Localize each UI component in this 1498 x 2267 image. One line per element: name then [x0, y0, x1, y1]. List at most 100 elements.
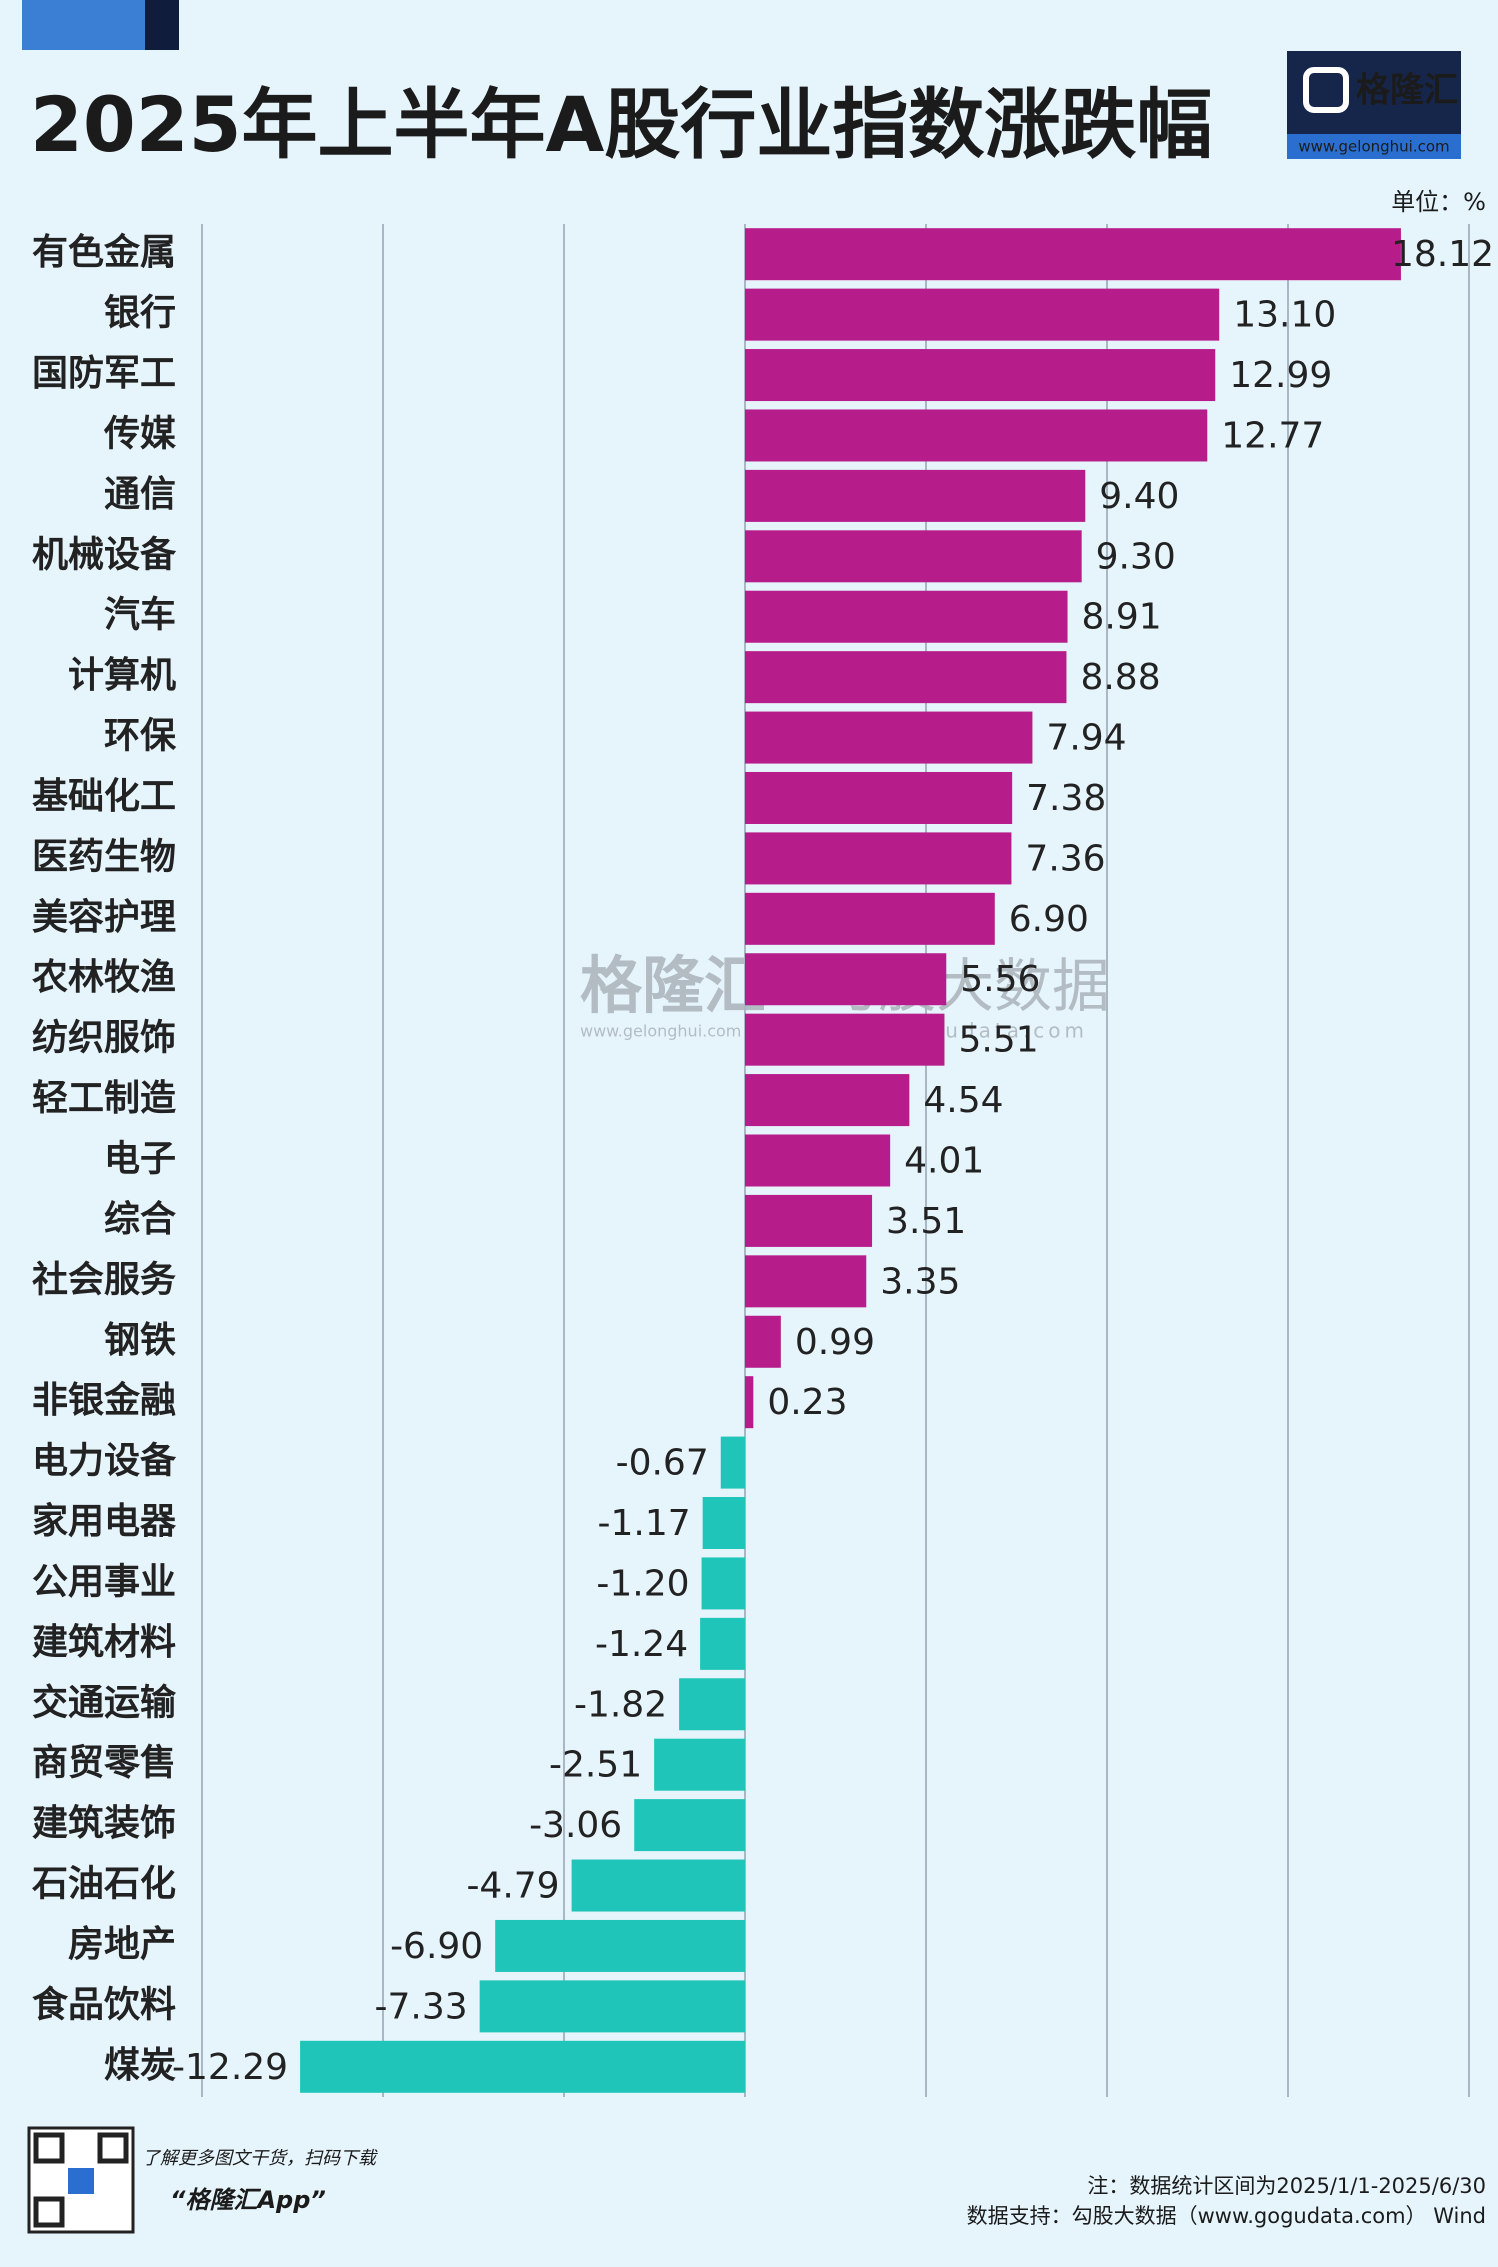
bar: [745, 530, 1082, 583]
bar: [745, 1376, 754, 1429]
bar: [745, 288, 1220, 341]
y-tick-label: 农林牧渔: [32, 957, 176, 998]
bar: [745, 651, 1067, 704]
value-label: 8.91: [1082, 597, 1162, 638]
header-block: [145, 0, 179, 50]
bar: [479, 1980, 745, 2033]
bar: [634, 1799, 745, 1852]
value-label: 8.88: [1080, 657, 1160, 698]
bar: [745, 409, 1208, 462]
y-tick-label: 轻工制造: [32, 1078, 176, 1119]
y-tick-label: 计算机: [68, 655, 176, 696]
y-tick-label: 银行: [104, 293, 176, 334]
y-tick-label: 传媒: [103, 413, 177, 454]
bar: [745, 832, 1012, 885]
value-label: -6.90: [390, 1926, 483, 1967]
logo-bar: [1287, 134, 1461, 159]
footer-source: 数据支持：勾股大数据（www.gogudata.com） Wind: [967, 2204, 1486, 2228]
y-tick-label: 房地产: [68, 1924, 176, 1965]
bar: [745, 1074, 910, 1127]
unit-label: 单位：%: [1391, 188, 1486, 216]
y-tick-label: 电子: [104, 1139, 176, 1180]
value-label: 4.54: [923, 1080, 1003, 1121]
bar: [300, 2040, 745, 2093]
y-tick-label: 建筑材料: [32, 1622, 176, 1663]
header-block: [22, 0, 145, 50]
value-label: 3.35: [880, 1261, 960, 1302]
value-label: 13.10: [1233, 295, 1336, 336]
value-label: 7.36: [1025, 838, 1105, 879]
value-label: 9.30: [1096, 536, 1176, 577]
value-label: 12.77: [1221, 415, 1324, 456]
bar: [745, 1194, 873, 1247]
y-tick-label: 建筑装饰: [32, 1803, 176, 1844]
value-label: 12.99: [1229, 355, 1332, 396]
logo-icon: [1303, 67, 1349, 113]
value-label: 18.12: [1391, 234, 1494, 275]
y-tick-label: 交通运输: [32, 1681, 177, 1723]
bar: [654, 1738, 745, 1791]
bar: [745, 349, 1216, 402]
footer-note: 注：数据统计区间为2025/1/1-2025/6/30: [1087, 2174, 1486, 2198]
bar: [720, 1436, 745, 1489]
y-tick-label: 非银金融: [32, 1379, 176, 1421]
y-tick-label: 钢铁: [104, 1320, 176, 1361]
qr-code: [27, 2126, 135, 2234]
y-tick-label: 石油石化: [32, 1864, 176, 1905]
bar: [745, 771, 1013, 824]
bar: [745, 1134, 891, 1187]
bar: [745, 1255, 867, 1308]
watermark: 格隆汇 www.gelonghui.com 勾股大数据 www.gogudata…: [580, 949, 1110, 1042]
chart-title: 2025年上半年A股行业指数涨跌幅: [30, 80, 1212, 169]
value-label: 3.51: [886, 1201, 966, 1242]
bar: [745, 228, 1401, 281]
watermark-text: www.gelonghui.com: [580, 1022, 741, 1041]
y-tick-label: 家用电器: [32, 1501, 177, 1542]
value-label: -1.17: [597, 1503, 690, 1544]
value-label: 7.94: [1046, 718, 1126, 759]
value-label: 7.38: [1026, 778, 1106, 819]
y-tick-label: 纺织服饰: [32, 1018, 176, 1059]
footer-app: “格隆汇App”: [170, 2186, 326, 2214]
y-tick-label: 机械设备: [32, 534, 177, 575]
watermark-text: 格隆汇: [580, 949, 766, 1022]
value-label: -2.51: [549, 1745, 642, 1786]
y-tick-label: 基础化工: [32, 776, 176, 817]
bar: [745, 1315, 781, 1368]
y-tick-label: 煤炭: [104, 2045, 176, 2086]
bar: [571, 1859, 745, 1912]
logo-url: www.gelonghui.com: [1298, 138, 1449, 156]
y-tick-label: 商贸零售: [32, 1743, 176, 1784]
value-label: 0.99: [795, 1322, 875, 1363]
bar: [702, 1497, 745, 1550]
value-label: 5.56: [960, 959, 1040, 1000]
y-tick-label: 综合: [104, 1199, 176, 1240]
y-tick-label: 美容护理: [32, 897, 176, 938]
y-tick-label: 环保: [104, 716, 177, 757]
value-label: 5.51: [958, 1020, 1038, 1061]
value-label: -0.67: [616, 1443, 709, 1484]
value-label: -12.29: [172, 2047, 288, 2088]
bar: [745, 590, 1068, 643]
y-tick-label: 有色金属: [32, 231, 176, 273]
value-label: 0.23: [767, 1382, 847, 1423]
value-label: -7.33: [374, 1986, 467, 2027]
y-tick-label: 医药生物: [32, 836, 176, 877]
bar: [745, 953, 947, 1006]
y-tick-label: 通信: [104, 474, 176, 515]
value-label: -1.20: [596, 1563, 689, 1604]
y-tick-label: 汽车: [104, 595, 176, 636]
value-label: -4.79: [466, 1866, 559, 1907]
bar: [700, 1617, 745, 1670]
logo-name: 格隆汇: [1356, 71, 1458, 111]
footer-promo: 了解更多图文干货，扫码下载: [142, 2148, 378, 2169]
bar: [701, 1557, 745, 1610]
bar: [679, 1678, 745, 1731]
bar: [745, 469, 1086, 522]
value-label: -1.24: [595, 1624, 688, 1665]
value-label: -1.82: [574, 1684, 667, 1725]
y-tick-label: 公用事业: [32, 1561, 176, 1602]
bar: [495, 1919, 745, 1972]
bar: [745, 892, 995, 945]
